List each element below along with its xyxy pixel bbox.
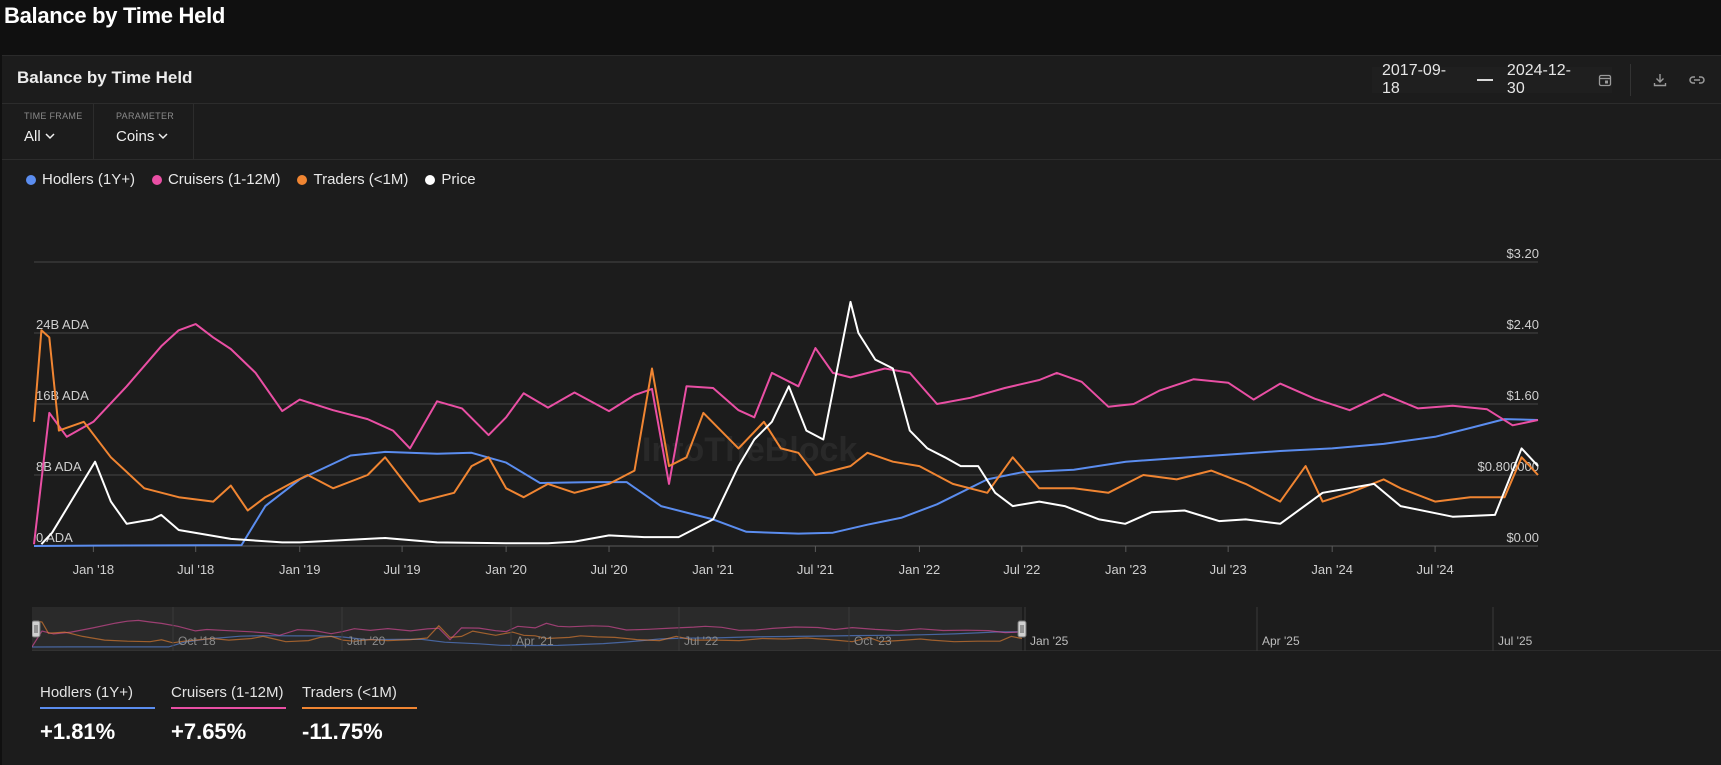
chart-card: Balance by Time Held 2017-09-18 2024-12-… — [2, 55, 1721, 765]
y-left-tick-label: 24B ADA — [36, 317, 89, 332]
parameter-select[interactable]: PARAMETER Coins — [94, 104, 194, 159]
range-navigator[interactable]: Oct '18 Jan '20 Apr '21 Jul '22 Oct '23 Jan '… — [32, 607, 1721, 651]
navigator-series-line — [32, 619, 1023, 648]
navigator-handle-right[interactable] — [1017, 620, 1027, 638]
card-header: Balance by Time Held 2017-09-18 2024-12-… — [2, 56, 1721, 104]
legend-dot — [26, 174, 36, 185]
parameter-label: PARAMETER — [116, 111, 175, 121]
legend-item-hodlers[interactable]: Hodlers (1Y+) — [26, 171, 135, 188]
navigator-label: Oct '18 — [178, 634, 216, 648]
x-tick-label: Jan '18 — [73, 562, 115, 577]
navigator-label: Apr '25 — [1262, 634, 1300, 648]
navigator-label: Apr '21 — [516, 634, 554, 648]
time-frame-value[interactable]: All — [24, 128, 41, 145]
stat-label: Cruisers (1-12M) — [171, 684, 284, 701]
page-title: Balance by Time Held — [4, 3, 226, 28]
navigator-label: Jan '25 — [1030, 634, 1069, 648]
date-start[interactable]: 2017-09-18 — [1382, 62, 1447, 97]
chart-controls: TIME FRAME All PARAMETER Coins — [2, 104, 1721, 160]
x-tick-label: Jan '21 — [692, 562, 734, 577]
y-left-tick-label: 16B ADA — [36, 388, 89, 403]
navigator-handle-left[interactable] — [32, 620, 41, 638]
y-right-tick-label: $3.20 — [1506, 246, 1539, 261]
x-tick-label: Jul '20 — [590, 562, 627, 577]
navigator-label: Jul '22 — [684, 634, 719, 648]
stat-label: Traders (<1M) — [302, 684, 397, 701]
series-line-price — [40, 300, 1539, 545]
stat-underline — [302, 707, 417, 709]
navigator-label: Jul '25 — [1498, 634, 1533, 648]
card-title: Balance by Time Held — [17, 68, 193, 87]
y-right-tick-label: $1.60 — [1506, 388, 1539, 403]
y-right-tick-label: $2.40 — [1506, 317, 1539, 332]
legend-item-traders[interactable]: Traders (<1M) — [297, 171, 408, 188]
series-line-traders — [33, 329, 1539, 512]
y-right-tick-label: $0.800000 — [1478, 459, 1539, 474]
x-tick-label: Jul '23 — [1210, 562, 1247, 577]
time-frame-label: TIME FRAME — [24, 111, 83, 121]
stat-value: +1.81% — [40, 719, 116, 744]
x-tick-label: Jan '24 — [1311, 562, 1353, 577]
header-divider — [1630, 64, 1631, 96]
navigator-label: Jan '20 — [347, 634, 386, 648]
legend-dot — [425, 174, 436, 185]
date-range-picker[interactable]: 2017-09-18 2024-12-30 — [1372, 62, 1612, 97]
x-tick-label: Jul '19 — [383, 562, 420, 577]
stat-underline — [40, 707, 155, 709]
legend-item-cruisers[interactable]: Cruisers (1-12M) — [151, 171, 281, 188]
series-line-hodlers — [33, 418, 1539, 547]
time-frame-select[interactable]: TIME FRAME All — [2, 104, 94, 159]
chevron-down-icon — [158, 133, 168, 140]
link-icon[interactable] — [1685, 68, 1709, 92]
summary-stats: Hodlers (1Y+) +1.81% Cruisers (1-12M) +7… — [40, 684, 417, 745]
chevron-down-icon — [45, 133, 55, 140]
stat-value: +7.65% — [171, 719, 247, 744]
x-tick-label: Jan '22 — [899, 562, 941, 577]
calendar-icon[interactable] — [1598, 73, 1612, 87]
legend-label: Traders (<1M) — [313, 171, 409, 188]
stat-underline — [171, 707, 286, 709]
navigator-unselected-range — [1022, 607, 1721, 651]
stat-cruisers: Cruisers (1-12M) +7.65% — [171, 684, 286, 745]
y-left-tick-label: 8B ADA — [36, 459, 82, 474]
legend-item-price[interactable]: Price — [425, 171, 476, 188]
x-tick-label: Jul '24 — [1417, 562, 1454, 577]
stat-hodlers: Hodlers (1Y+) +1.81% — [40, 684, 155, 745]
date-end[interactable]: 2024-12-30 — [1506, 62, 1571, 97]
stat-label: Hodlers (1Y+) — [40, 684, 133, 701]
navigator-selected-range — [32, 607, 1022, 651]
navigator-label: Oct '23 — [854, 634, 892, 648]
navigator-series-line — [32, 631, 1023, 648]
x-tick-label: Jan '20 — [485, 562, 527, 577]
download-icon[interactable] — [1648, 68, 1672, 92]
date-range-separator — [1477, 79, 1493, 81]
legend-label: Price — [441, 171, 476, 188]
x-tick-label: Jan '19 — [279, 562, 321, 577]
stat-traders: Traders (<1M) -11.75% — [302, 684, 417, 745]
x-tick-label: Jan '23 — [1105, 562, 1147, 577]
chart-legend: Hodlers (1Y+) Cruisers (1-12M) Traders (… — [26, 171, 476, 188]
x-tick-label: Jul '22 — [1003, 562, 1040, 577]
series-line-cruisers — [33, 323, 1539, 545]
stat-value: -11.75% — [302, 719, 383, 744]
legend-label: Cruisers (1-12M) — [167, 171, 281, 188]
legend-dot — [151, 174, 162, 185]
x-tick-label: Jul '18 — [177, 562, 214, 577]
y-right-tick-label: $0.00 — [1506, 530, 1539, 545]
x-tick-label: Jul '21 — [797, 562, 834, 577]
legend-label: Hodlers (1Y+) — [42, 171, 135, 188]
parameter-value[interactable]: Coins — [116, 128, 155, 145]
legend-dot — [297, 174, 308, 185]
